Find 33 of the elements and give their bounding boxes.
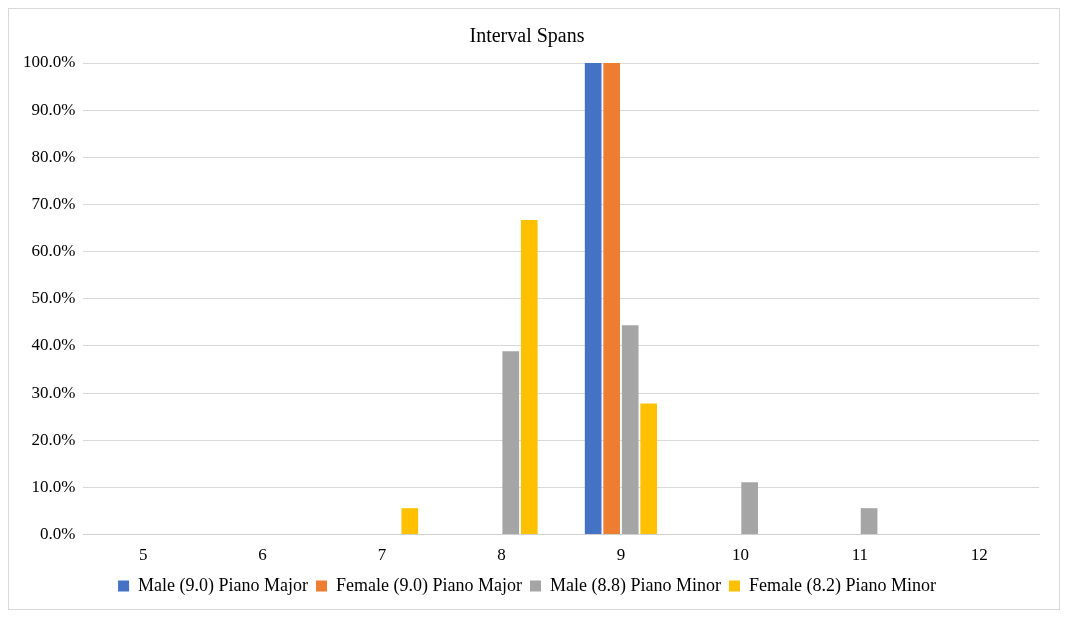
x-tick-label: 6: [258, 545, 267, 565]
legend-label: Male (9.0) Piano Major: [138, 574, 309, 596]
x-tick-label: 12: [970, 545, 988, 565]
x-tick-label: 5: [138, 545, 148, 565]
bar: [401, 508, 419, 535]
x-tick-label: 10: [731, 545, 749, 565]
legend-label: Female (9.0) Piano Major: [336, 574, 522, 596]
bar: [520, 220, 538, 535]
y-tick-label: 30.0%: [31, 382, 76, 402]
x-tick-label: 7: [377, 545, 387, 565]
x-tick-label: 8: [497, 545, 506, 565]
y-tick-label: 100.0%: [22, 52, 76, 72]
chart-title: Interval Spans: [469, 24, 585, 48]
bar: [741, 482, 758, 535]
legend-label: Male (8.8) Piano Minor: [549, 574, 721, 596]
bar: [603, 63, 620, 535]
bar: [621, 325, 639, 535]
bar: [640, 403, 658, 535]
y-tick-label: 0.0%: [39, 524, 76, 544]
y-tick-label: 60.0%: [31, 241, 76, 261]
y-tick-label: 10.0%: [31, 476, 76, 496]
y-tick-label: 90.0%: [31, 99, 76, 119]
y-tick-label: 80.0%: [31, 146, 76, 166]
bar: [860, 508, 878, 535]
y-tick-label: 20.0%: [31, 429, 76, 449]
x-tick-label: 11: [851, 545, 869, 565]
y-tick-label: 50.0%: [31, 288, 76, 308]
x-tick-label: 9: [616, 545, 626, 565]
bar: [584, 63, 602, 535]
bar: [502, 351, 520, 535]
y-tick-label: 70.0%: [31, 193, 76, 213]
legend-label: Female (8.2) Piano Minor: [748, 574, 936, 596]
y-tick-label: 40.0%: [31, 335, 76, 355]
